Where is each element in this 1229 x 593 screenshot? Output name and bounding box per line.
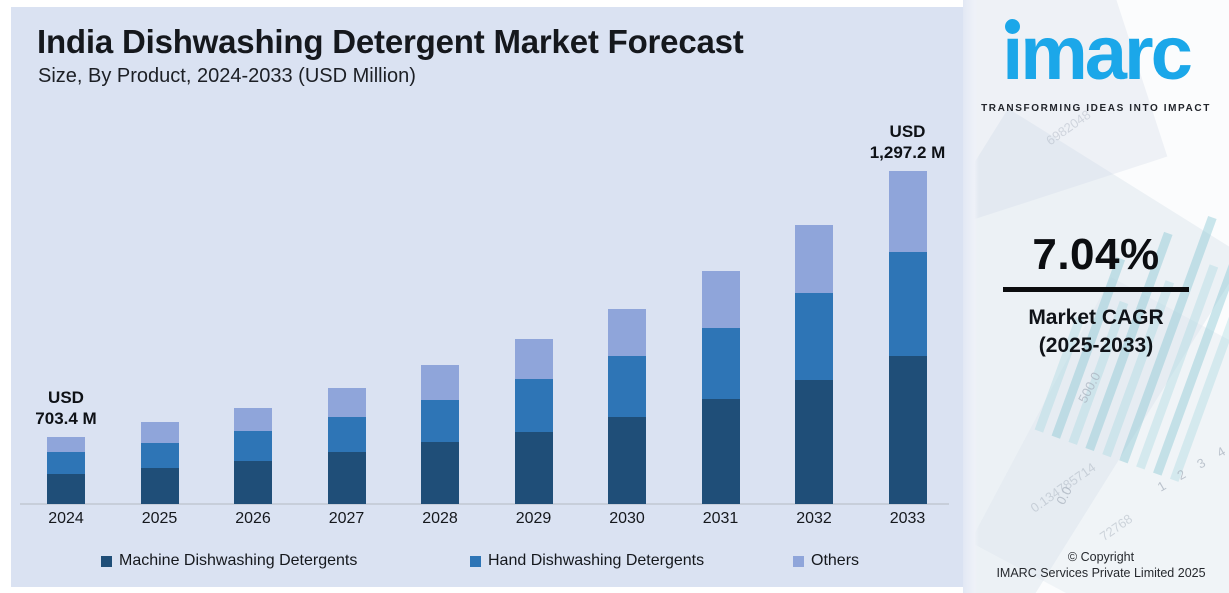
- x-axis-label-2030: 2030: [609, 510, 645, 527]
- chart-card: India Dishwashing Detergent Market Forec…: [11, 7, 963, 587]
- bar-2027-machine-dishwashing-detergents: [327, 452, 366, 504]
- bar-2025-hand-dishwashing-detergents: [140, 443, 179, 468]
- value-label-2024: USD 703.4 M: [35, 388, 97, 428]
- bar-2026-machine-dishwashing-detergents: [234, 461, 272, 504]
- copyright-notice: © Copyright IMARC Services Private Limit…: [963, 549, 1229, 582]
- watermark-axis-ticks: 1 2 3 4: [1154, 440, 1229, 495]
- x-axis-label-2028: 2028: [422, 510, 458, 527]
- bar-2031-others: [701, 271, 740, 328]
- legend-item-machine: Machine Dishwashing Detergents: [101, 552, 358, 569]
- bar-2029-others: [514, 339, 553, 379]
- x-axis-line: [20, 503, 949, 505]
- cagr-block: 7.04% Market CAGR (2025-2033): [963, 230, 1229, 361]
- x-axis-label-2031: 2031: [702, 510, 739, 527]
- logo-tagline: TRANSFORMING IDEAS INTO IMPACT: [981, 103, 1211, 114]
- bar-2031-hand-dishwashing-detergents: [701, 328, 740, 399]
- bar-2024-others: [47, 437, 85, 452]
- bar-2033-machine-dishwashing-detergents: [888, 356, 927, 504]
- bar-2030-others: [608, 309, 646, 356]
- copyright-line2: IMARC Services Private Limited 2025: [996, 566, 1206, 581]
- cagr-label-line2: (2025-2033): [1038, 334, 1154, 358]
- watermark-number: 0.134785714: [1027, 459, 1099, 516]
- bar-2029-machine-dishwashing-detergents: [514, 432, 553, 504]
- legend-item-others: Others: [793, 552, 860, 569]
- bar-2031-machine-dishwashing-detergents: [701, 399, 740, 504]
- imarc-logo: ımarc: [963, 12, 1229, 96]
- legend-swatch-machine-icon: [101, 555, 112, 567]
- bar-2029-hand-dishwashing-detergents: [514, 379, 553, 432]
- bar-2028-hand-dishwashing-detergents: [421, 400, 459, 442]
- bar-2030-hand-dishwashing-detergents: [608, 356, 646, 417]
- x-axis-label-2033: 2033: [889, 510, 926, 527]
- bar-2026-hand-dishwashing-detergents: [234, 431, 272, 461]
- copyright-line1: © Copyright: [1067, 550, 1135, 564]
- x-axis-label-2032: 2032: [796, 510, 832, 527]
- chart-subtitle: Size, By Product, 2024-2033 (USD Million…: [38, 65, 416, 87]
- bar-2033-hand-dishwashing-detergents: [888, 252, 927, 356]
- chart-title: India Dishwashing Detergent Market Forec…: [37, 23, 744, 60]
- bar-2032-machine-dishwashing-detergents: [795, 380, 833, 504]
- watermark-axis-value: 500.0: [1075, 369, 1104, 406]
- legend-swatch-hand-icon: [470, 555, 481, 567]
- imarc-logo-text: ımarc: [1002, 11, 1193, 96]
- legend-label-machine: Machine Dishwashing Detergents: [119, 552, 358, 569]
- cagr-value: 7.04%: [1032, 230, 1160, 279]
- logo-i-dot-icon: [1005, 19, 1021, 34]
- bar-2032-hand-dishwashing-detergents: [795, 293, 833, 380]
- cagr-underline: [1003, 287, 1189, 292]
- legend-label-others: Others: [811, 552, 860, 569]
- bar-2027-others: [327, 388, 366, 417]
- legend-label-hand: Hand Dishwashing Detergents: [488, 552, 705, 569]
- bar-2030-machine-dishwashing-detergents: [608, 417, 646, 504]
- x-axis-label-2025: 2025: [141, 510, 178, 527]
- bar-2024-machine-dishwashing-detergents: [47, 474, 85, 504]
- watermark-number: 72768: [1096, 510, 1136, 545]
- brand-panel: 500.0 0.0 1 2 3 4 6982048 0.134785714 72…: [963, 0, 1229, 593]
- bar-2024-hand-dishwashing-detergents: [47, 452, 85, 474]
- x-axis-label-2026: 2026: [235, 510, 271, 527]
- bar-2026-others: [234, 408, 272, 431]
- x-axis-label-2027: 2027: [328, 510, 365, 527]
- bar-2027-hand-dishwashing-detergents: [327, 417, 366, 452]
- legend-swatch-others-icon: [793, 555, 804, 567]
- bar-2025-others: [140, 422, 179, 443]
- bar-2028-others: [421, 365, 459, 400]
- bar-2033-others: [888, 171, 927, 252]
- value-label-2033: USD 1,297.2 M: [869, 122, 946, 162]
- panel-edge-gradient: [963, 0, 979, 593]
- bar-2028-machine-dishwashing-detergents: [421, 442, 459, 504]
- x-axis-label-2029: 2029: [515, 510, 552, 527]
- plot-area: 2024 2025 2026 2027 2028 2029 2030 2031 2032 2033…: [11, 7, 963, 587]
- cagr-label-line1: Market CAGR: [1028, 306, 1164, 329]
- bar-2032-others: [795, 225, 833, 293]
- bar-2025-machine-dishwashing-detergents: [140, 468, 179, 504]
- x-axis-label-2024: 2024: [48, 510, 84, 527]
- legend-item-hand: Hand Dishwashing Detergents: [470, 552, 705, 569]
